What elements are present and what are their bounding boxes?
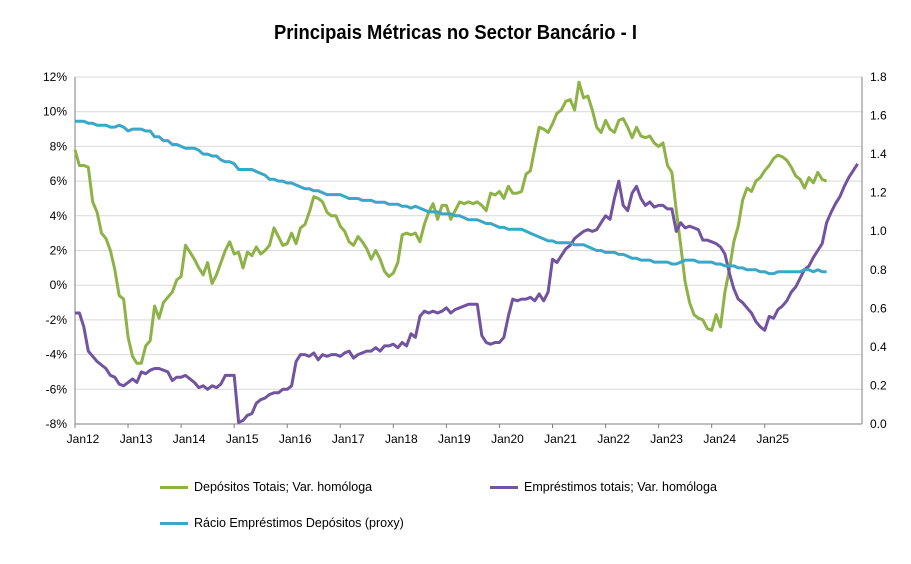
legend-swatch-depositos <box>160 485 188 489</box>
series-emprestimos-line <box>75 162 859 424</box>
left-axis-tick: 0% <box>50 278 68 292</box>
left-axis-tick: -8% <box>46 417 68 431</box>
series-racio-line <box>75 119 827 276</box>
x-axis-tick: Jan24 <box>703 432 736 446</box>
right-axis-tick: 0.6 <box>870 301 887 315</box>
x-axis-tick: Jan13 <box>120 432 153 446</box>
legend-label-racio: Rácio Empréstimos Depósitos (proxy) <box>194 516 404 530</box>
right-axis-tick: 0.2 <box>870 378 887 392</box>
right-axis-tick: 0.4 <box>870 340 887 354</box>
x-axis-tick: Jan14 <box>173 432 206 446</box>
left-axis-tick: 6% <box>50 174 68 188</box>
x-axis-tick: Jan23 <box>650 432 683 446</box>
right-axis-tick: 1.8 <box>870 70 887 84</box>
legend-swatch-emprestimos <box>490 485 518 489</box>
x-axis-tick: Jan21 <box>544 432 577 446</box>
right-axis-tick: 0.8 <box>870 263 887 277</box>
left-axis-tick: 2% <box>50 244 68 258</box>
left-axis-tick: 8% <box>50 139 68 153</box>
x-axis-tick: Jan18 <box>385 432 418 446</box>
legend-item-racio: Rácio Empréstimos Depósitos (proxy) <box>160 516 404 530</box>
right-axis-tick: 1.6 <box>870 109 887 123</box>
legend-swatch-racio <box>160 521 188 525</box>
x-axis-tick: Jan17 <box>332 432 365 446</box>
left-axis-tick: -4% <box>46 348 68 362</box>
legend-label-depositos: Depósitos Totais; Var. homóloga <box>194 480 373 494</box>
left-axis-tick: 10% <box>43 105 67 119</box>
legend-label-emprestimos: Empréstimos totais; Var. homóloga <box>524 480 717 494</box>
x-axis-tick: Jan15 <box>226 432 259 446</box>
right-axis-tick: 0.0 <box>870 417 887 431</box>
x-axis-tick: Jan19 <box>438 432 471 446</box>
legend-item-depositos: Depósitos Totais; Var. homóloga <box>160 480 372 494</box>
x-axis-tick: Jan16 <box>279 432 312 446</box>
left-axis-tick: 12% <box>43 70 67 84</box>
x-axis-tick: Jan22 <box>597 432 630 446</box>
right-axis-tick: 1.2 <box>870 186 887 200</box>
x-axis-tick: Jan20 <box>491 432 524 446</box>
chart-title: Principais Métricas no Sector Bancário -… <box>273 22 637 44</box>
series-depositos-line <box>73 80 828 365</box>
x-axis-tick: Jan25 <box>756 432 789 446</box>
left-axis-tick: -6% <box>46 382 68 396</box>
right-axis-tick: 1.0 <box>870 224 887 238</box>
left-axis-tick: -2% <box>46 313 68 327</box>
x-axis-tick: Jan12 <box>67 432 100 446</box>
legend-item-emprestimos: Empréstimos totais; Var. homóloga <box>490 480 717 494</box>
right-axis-tick: 1.4 <box>870 147 887 161</box>
left-axis-tick: 4% <box>50 209 68 223</box>
